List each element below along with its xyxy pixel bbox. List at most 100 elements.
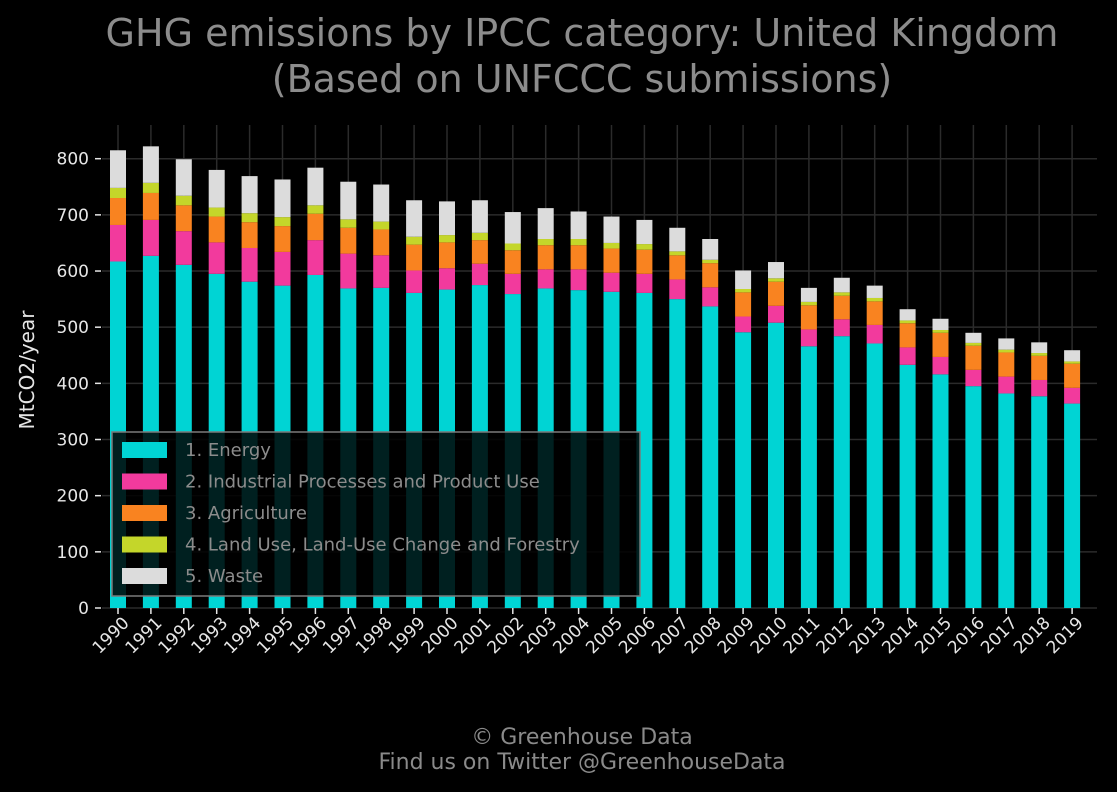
- bar-segment-2012-series-3: [833, 295, 850, 320]
- bar-segment-1990-series-2: [110, 224, 126, 262]
- x-tick-label: 2019: [1043, 613, 1088, 658]
- bar-segment-2011-series-1: [800, 346, 817, 608]
- x-tick-label: 1992: [155, 613, 200, 658]
- bar-segment-1992-series-2: [175, 231, 192, 265]
- bar-segment-2009-series-3: [735, 292, 752, 317]
- bar-segment-2013-series-3: [866, 301, 883, 325]
- legend-entry-label: 2. Industrial Processes and Product Use: [185, 472, 540, 493]
- bar-segment-2009-series-1: [735, 332, 752, 608]
- bar-segment-2015-series-5: [932, 318, 949, 330]
- bar-segment-2013-series-5: [866, 285, 883, 298]
- bar-segment-2006-series-3: [636, 249, 653, 274]
- bar-segment-1996-series-3: [307, 213, 324, 241]
- bar-segment-2016-series-2: [965, 369, 982, 387]
- y-tick-label: 500: [57, 318, 89, 338]
- x-tick-label: 2007: [648, 613, 693, 658]
- legend-swatch: [122, 536, 167, 553]
- bar-segment-2000-series-2: [439, 268, 455, 290]
- y-tick-label: 400: [57, 374, 89, 394]
- bar-segment-2005-series-4: [603, 242, 620, 249]
- bar-segment-2018-series-5: [1031, 342, 1048, 354]
- bar-segment-1998-series-2: [373, 255, 390, 288]
- chart-title-line2: (Based on UNFCCC submissions): [271, 57, 893, 101]
- bar-segment-2018-series-3: [1031, 355, 1048, 380]
- bar-segment-1998-series-5: [373, 184, 390, 222]
- bar-segment-1996-series-2: [307, 240, 324, 275]
- bar-segment-2004-series-2: [570, 269, 587, 291]
- bar-segment-2002-series-2: [504, 273, 521, 295]
- bar-segment-2017-series-3: [998, 352, 1015, 377]
- bar-segment-2005-series-3: [603, 248, 620, 273]
- bar-segment-2007-series-2: [669, 279, 686, 300]
- bar-segment-2008-series-4: [702, 259, 719, 264]
- bar-segment-1995-series-5: [274, 179, 291, 218]
- x-tick-label: 2016: [944, 613, 989, 658]
- bar-segment-2018-series-4: [1031, 353, 1048, 356]
- x-tick-label: 2014: [878, 613, 923, 658]
- x-tick-label: 2012: [813, 613, 858, 658]
- bar-segment-2010-series-4: [768, 278, 784, 282]
- bar-segment-2003-series-2: [537, 269, 554, 289]
- bar-segment-2012-series-1: [833, 336, 850, 608]
- bar-segment-1998-series-4: [373, 221, 390, 230]
- bar-segment-1991-series-4: [142, 182, 159, 193]
- bar-segment-2017-series-1: [998, 393, 1015, 608]
- x-tick-label: 2010: [747, 613, 792, 658]
- bar-segment-2005-series-2: [603, 272, 620, 292]
- y-tick-label: 600: [57, 262, 89, 282]
- bar-segment-1997-series-5: [340, 181, 357, 220]
- bar-segment-2015-series-4: [932, 329, 949, 333]
- x-tick-label: 1996: [286, 613, 331, 658]
- bar-segment-1991-series-2: [142, 219, 159, 256]
- bar-segment-2019-series-1: [1064, 403, 1081, 608]
- x-tick-label: 1997: [319, 613, 364, 658]
- bar-segment-2003-series-3: [537, 245, 554, 270]
- bar-segment-2002-series-4: [504, 243, 521, 251]
- bar-segment-2017-series-2: [998, 376, 1015, 394]
- bar-segment-1993-series-3: [208, 216, 225, 243]
- legend-entry-label: 4. Land Use, Land-Use Change and Forestr…: [185, 535, 580, 556]
- bar-segment-2011-series-3: [800, 305, 817, 330]
- legend-swatch: [122, 505, 167, 521]
- x-tick-label: 2001: [451, 613, 496, 658]
- legend-entry-label: 3. Agriculture: [185, 503, 307, 524]
- bar-segment-2001-series-5: [471, 200, 488, 233]
- bar-segment-2012-series-2: [833, 319, 850, 337]
- y-tick-label: 800: [57, 150, 89, 170]
- bar-segment-1990-series-4: [110, 187, 126, 199]
- bar-segment-1996-series-5: [307, 167, 324, 206]
- bar-segment-1995-series-2: [274, 251, 291, 286]
- bar-segment-1997-series-3: [340, 227, 357, 254]
- bar-segment-2006-series-4: [636, 244, 653, 250]
- bar-segment-2017-series-5: [998, 338, 1015, 350]
- x-tick-label: 1999: [385, 613, 430, 658]
- bar-segment-1990-series-3: [110, 198, 126, 225]
- bar-segment-2014-series-4: [899, 320, 916, 324]
- bar-segment-2006-series-2: [636, 273, 653, 293]
- bar-segment-1999-series-2: [406, 270, 423, 293]
- y-tick-label: 100: [57, 543, 89, 563]
- bar-segment-2014-series-1: [899, 364, 916, 608]
- bar-segment-2019-series-4: [1064, 361, 1081, 364]
- legend-entry-label: 5. Waste: [185, 566, 263, 587]
- bar-segment-2000-series-3: [439, 242, 455, 269]
- bar-segment-2018-series-2: [1031, 379, 1048, 397]
- bar-segment-2016-series-3: [965, 345, 982, 370]
- x-tick-label: 2018: [1010, 613, 1055, 658]
- x-tick-label: 2002: [484, 613, 529, 658]
- bar-segment-2001-series-2: [471, 263, 488, 286]
- bar-segment-2009-series-2: [735, 316, 752, 333]
- y-axis: 0 100 200 300 400 500 600 700 800: [57, 150, 101, 619]
- bar-segment-2007-series-3: [669, 255, 686, 280]
- bar-segment-1991-series-5: [142, 146, 159, 183]
- x-tick-label: 2004: [549, 613, 594, 658]
- bar-segment-2009-series-5: [735, 270, 752, 289]
- bar-segment-1997-series-4: [340, 219, 357, 228]
- bar-segment-1997-series-2: [340, 253, 357, 289]
- bar-segment-1993-series-5: [208, 169, 225, 208]
- bar-segment-1994-series-2: [241, 247, 258, 282]
- bar-segment-2007-series-5: [669, 227, 686, 252]
- bar-segment-2013-series-2: [866, 324, 883, 344]
- x-tick-label: 1991: [122, 613, 167, 658]
